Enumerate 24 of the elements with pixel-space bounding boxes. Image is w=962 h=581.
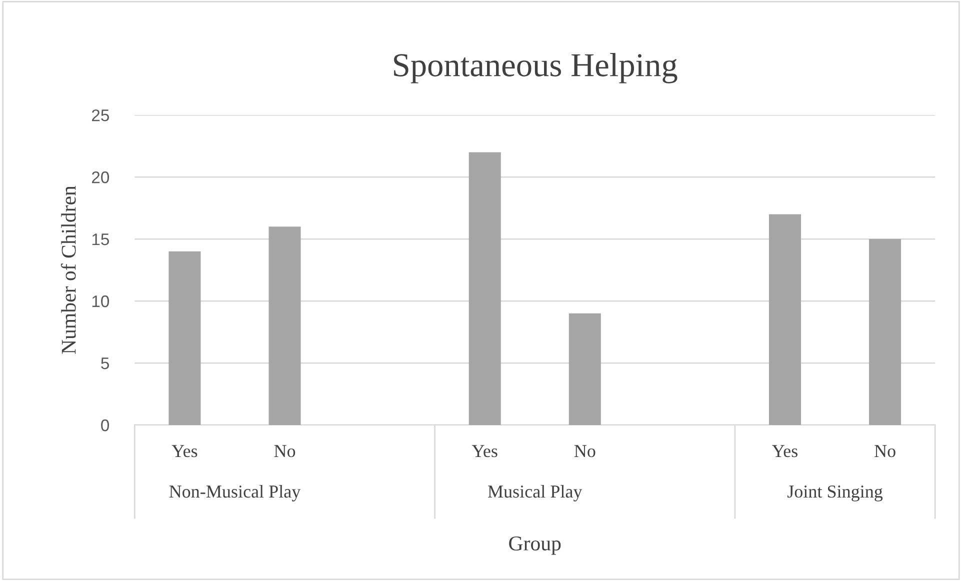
bar bbox=[468, 152, 501, 425]
y-tick-label: 0 bbox=[101, 419, 110, 432]
x-tick-label: Yes bbox=[772, 445, 798, 458]
text: Non-Musical Play bbox=[169, 484, 301, 502]
y-tick-label: 15 bbox=[92, 234, 109, 246]
x-tick-label: No bbox=[274, 445, 296, 458]
x-axis-title: Group bbox=[509, 536, 561, 555]
y-tick-label: 20 bbox=[92, 171, 110, 184]
y-tick-label: 25 bbox=[92, 109, 109, 122]
bar bbox=[268, 226, 301, 425]
x-tick-label: Yes bbox=[172, 445, 198, 458]
x-tick-label: Yes bbox=[472, 445, 498, 458]
x-tick-label: No bbox=[574, 445, 596, 458]
y-axis-title: Number of Children bbox=[60, 186, 76, 354]
text: Joint Singing bbox=[787, 486, 883, 502]
bar bbox=[568, 313, 601, 425]
x-tick-label: No bbox=[874, 445, 896, 458]
bar bbox=[168, 251, 201, 425]
y-tick-label: 10 bbox=[92, 295, 110, 308]
bar bbox=[768, 214, 801, 425]
y-tick-label: 5 bbox=[101, 358, 109, 370]
bar bbox=[869, 239, 902, 425]
text: Musical Play bbox=[488, 484, 582, 502]
chart-title: Spontaneous Helping bbox=[394, 53, 678, 84]
